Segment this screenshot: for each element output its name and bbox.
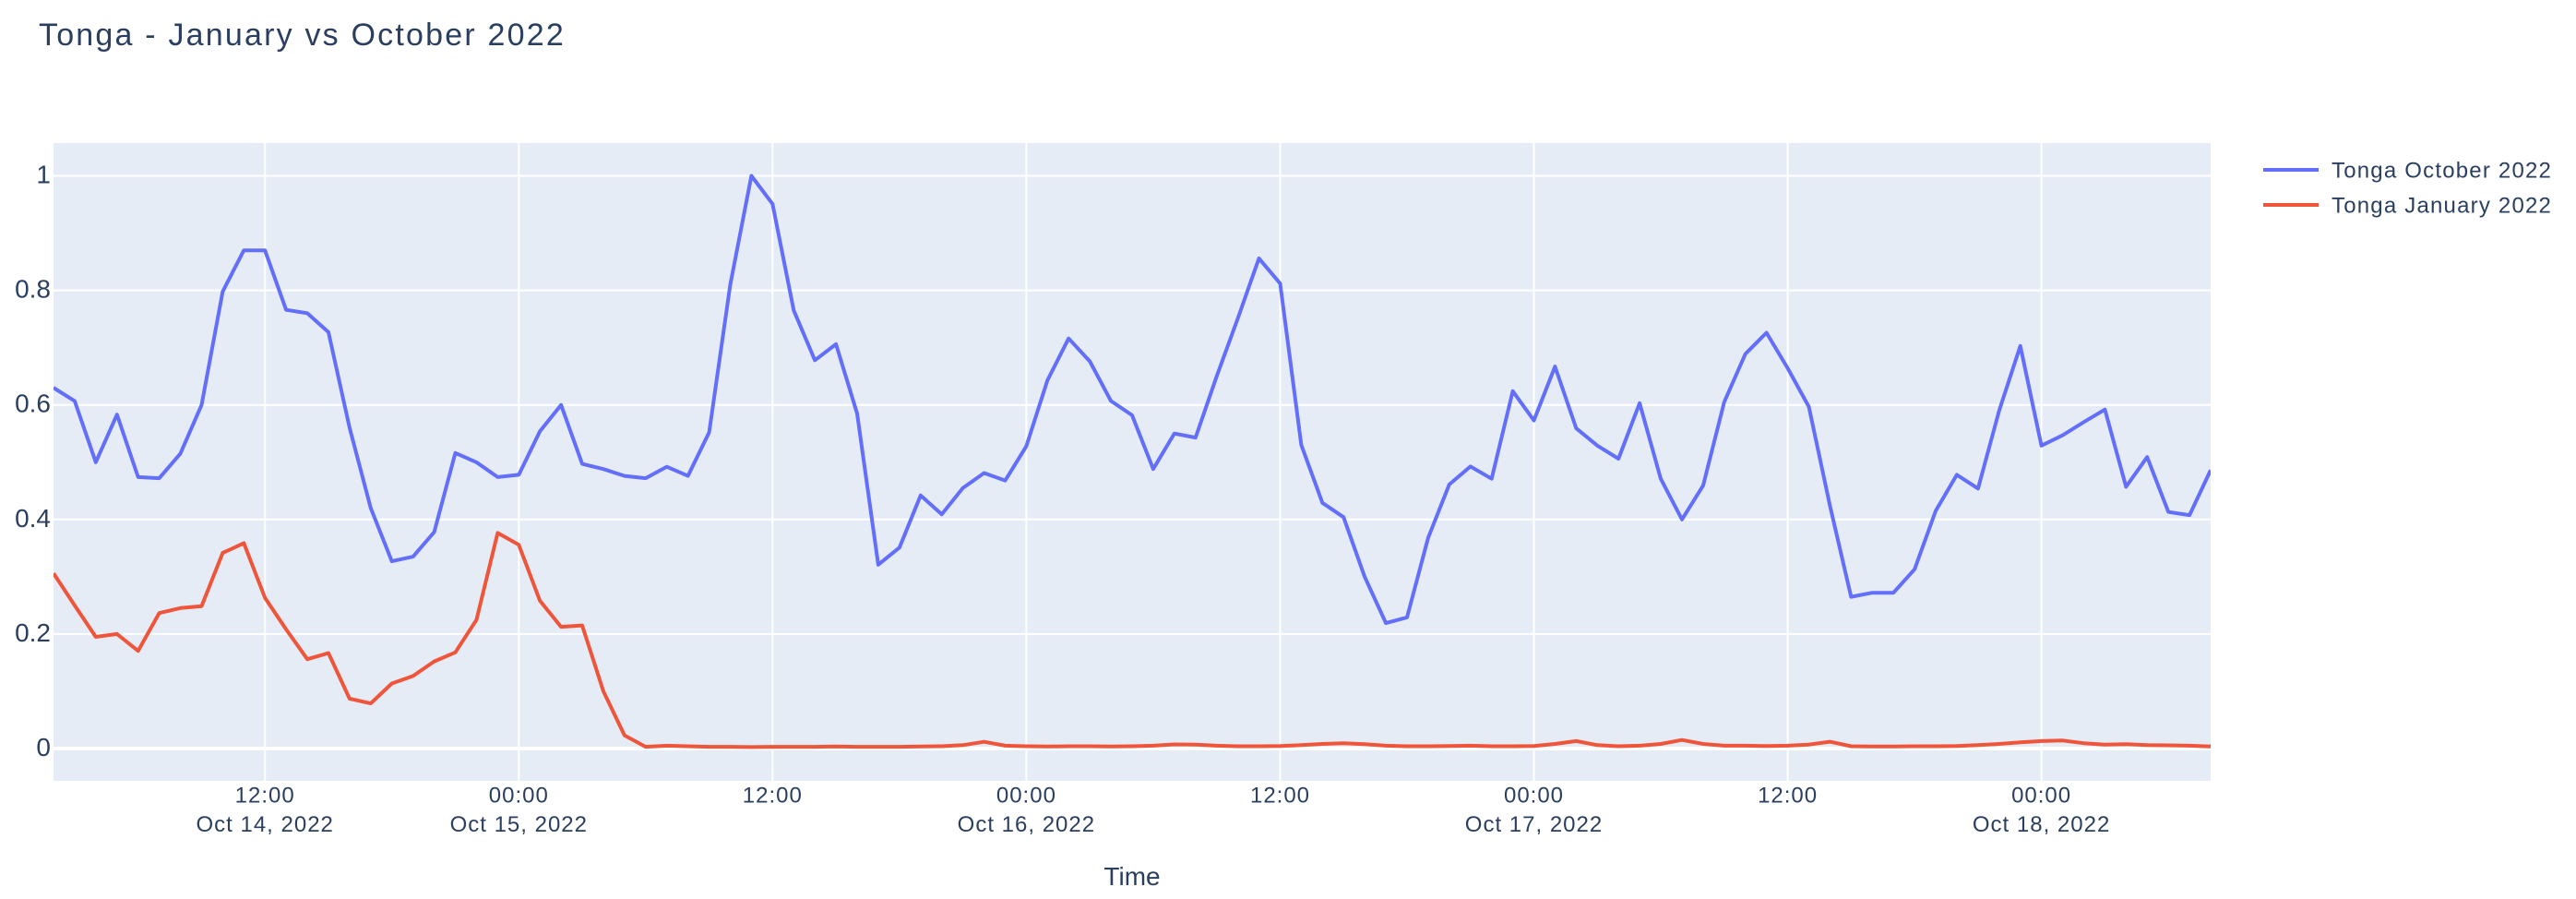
svg-text:Oct 15, 2022: Oct 15, 2022 (450, 812, 588, 837)
svg-text:0.6: 0.6 (15, 390, 51, 418)
svg-text:1: 1 (36, 161, 51, 189)
svg-text:Tonga October 2022: Tonga October 2022 (2332, 159, 2552, 184)
svg-text:Oct 17, 2022: Oct 17, 2022 (1465, 812, 1603, 837)
svg-text:Oct 18, 2022: Oct 18, 2022 (1973, 812, 2110, 837)
svg-text:00:00: 00:00 (996, 784, 1056, 809)
svg-text:00:00: 00:00 (1504, 784, 1564, 809)
svg-text:12:00: 12:00 (743, 784, 803, 809)
svg-text:Tonga January 2022: Tonga January 2022 (2332, 194, 2552, 219)
svg-text:0.2: 0.2 (15, 618, 51, 647)
svg-text:12:00: 12:00 (1758, 784, 1818, 809)
svg-text:12:00: 12:00 (1250, 784, 1310, 809)
svg-text:0: 0 (36, 733, 51, 761)
svg-text:Time: Time (1103, 862, 1160, 891)
svg-text:Oct 16, 2022: Oct 16, 2022 (958, 812, 1095, 837)
svg-text:00:00: 00:00 (489, 784, 549, 809)
svg-text:Tonga - January vs October 202: Tonga - January vs October 2022 (39, 18, 566, 53)
svg-text:0.8: 0.8 (15, 275, 51, 304)
svg-text:12:00: 12:00 (235, 784, 295, 809)
svg-text:00:00: 00:00 (2011, 784, 2071, 809)
svg-text:0.4: 0.4 (15, 504, 51, 533)
svg-text:Oct 14, 2022: Oct 14, 2022 (196, 812, 333, 837)
